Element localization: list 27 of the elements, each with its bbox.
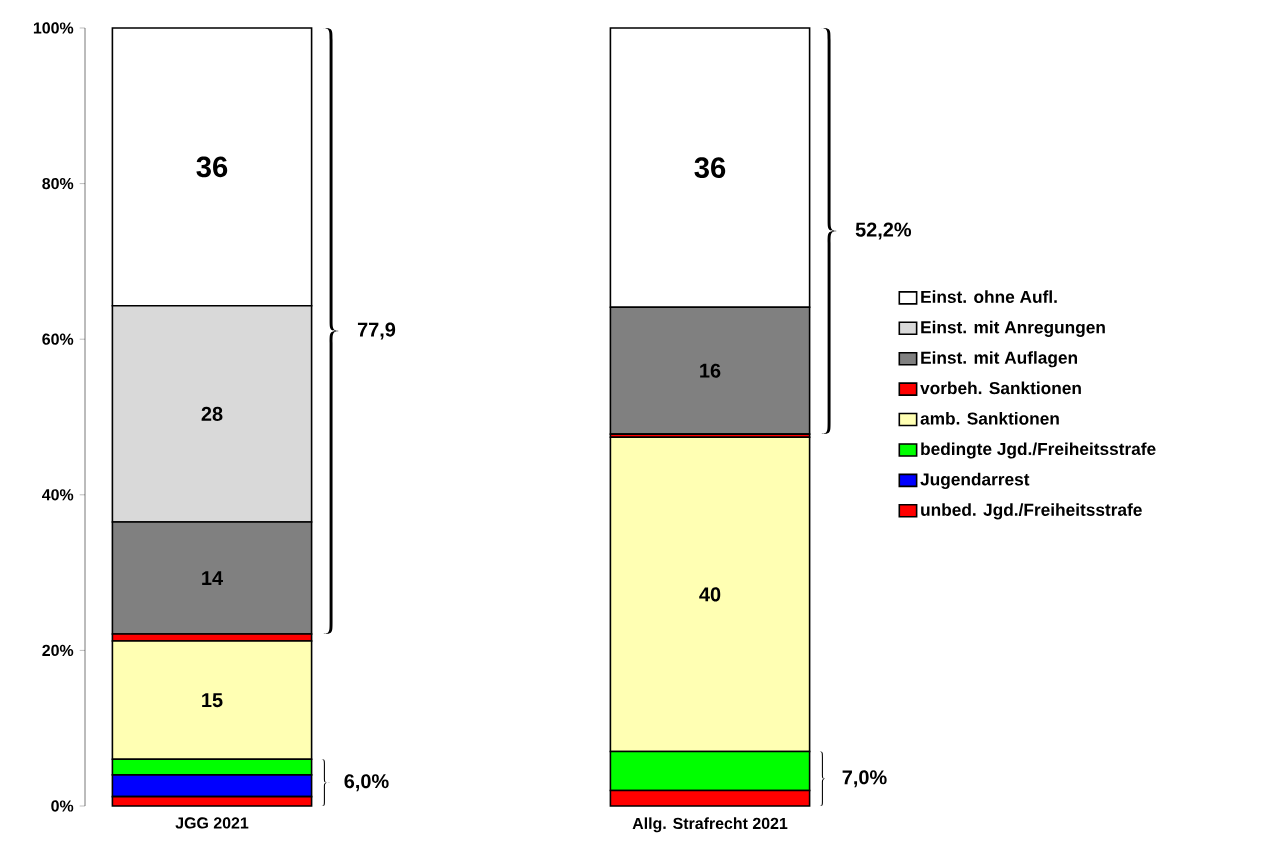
legend-label: unbed. Jgd./Freiheitsstrafe: [921, 503, 1142, 520]
annotation: 77,9: [357, 322, 396, 340]
legend-label: bedingte Jgd./Freiheitsstrafe: [921, 442, 1156, 459]
annotation: 6,0%: [344, 774, 389, 792]
x-tick-label: JGG 2021: [175, 817, 249, 829]
legend-label: Einst. mit Auflagen: [921, 351, 1078, 368]
data-label: 40: [699, 587, 721, 602]
y-tick-label: 40%: [42, 489, 74, 501]
annotation: 52,2%: [855, 222, 912, 240]
y-tick-label: 100%: [33, 22, 74, 34]
legend-label: Jugendarrest: [920, 472, 1030, 489]
data-label: 15: [202, 693, 223, 708]
y-tick-label: 60%: [42, 333, 74, 345]
y-tick-label: 0%: [51, 800, 74, 812]
x-tick-label: Allg. Strafrecht 2021: [632, 817, 788, 833]
data-label: 36: [196, 156, 228, 178]
y-tick-label: 20%: [42, 644, 74, 657]
data-label: 36: [694, 157, 726, 179]
data-label: 28: [201, 406, 223, 421]
legend-label: Einst. mit Anregungen: [921, 320, 1105, 337]
data-label: 16: [700, 363, 721, 378]
legend-label: Einst. ohne Aufl.: [921, 290, 1057, 303]
annotation: 7,0%: [842, 770, 887, 788]
legend-label: vorbeh. Sanktionen: [920, 381, 1081, 395]
data-label: 14: [202, 571, 223, 585]
legend-label: amb. Sanktionen: [920, 411, 1059, 425]
y-tick-label: 80%: [42, 177, 74, 190]
